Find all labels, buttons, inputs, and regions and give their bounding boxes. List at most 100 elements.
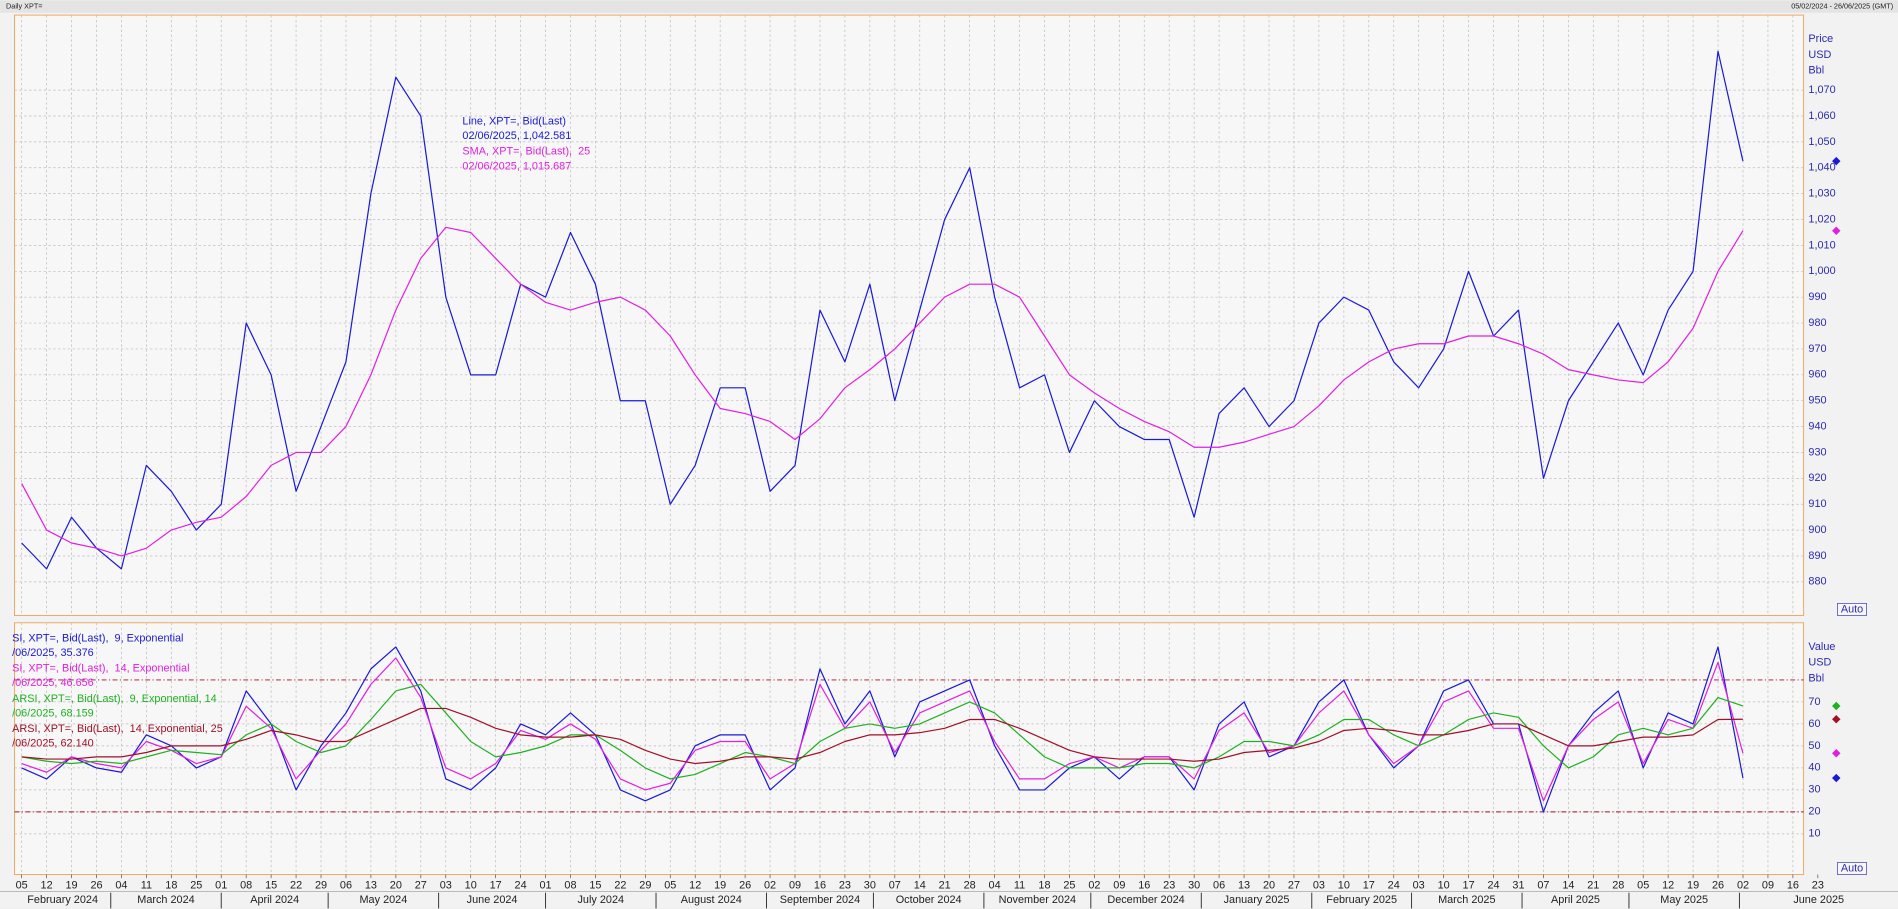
month-label: May 2024 <box>360 894 408 906</box>
month-label: March 2024 <box>137 894 194 906</box>
x-tick-label: 23 <box>839 879 851 891</box>
x-tick-label: 08 <box>564 879 576 891</box>
x-tick-label: 30 <box>864 879 876 891</box>
y-axis-label: Bbl <box>1808 672 1824 684</box>
y-tick-label: 1,070 <box>1808 84 1835 96</box>
x-tick-label: 05 <box>1637 879 1649 891</box>
last-value-marker <box>1832 701 1841 711</box>
x-tick-label: 29 <box>639 879 651 891</box>
y-tick-label: 980 <box>1808 317 1826 329</box>
last-value-marker <box>1832 156 1841 166</box>
x-tick-label: 19 <box>714 879 726 891</box>
series-line <box>21 657 1744 802</box>
y-tick-label: 1,010 <box>1808 239 1835 251</box>
x-tick-label: 13 <box>365 879 377 891</box>
auto-button[interactable]: Auto <box>1837 862 1867 875</box>
header-left: Daily XPT= <box>6 2 42 11</box>
last-value-marker <box>1832 773 1841 783</box>
x-tick-label: 12 <box>1662 879 1674 891</box>
auto-button-label: Auto <box>1841 603 1863 615</box>
x-tick-label: 17 <box>1363 879 1375 891</box>
y-tick-label: 940 <box>1808 420 1826 432</box>
x-tick-label: 01 <box>215 879 227 891</box>
y-tick-label: 60 <box>1808 718 1820 730</box>
x-tick-label: 26 <box>739 879 751 891</box>
x-tick-label: 30 <box>1188 879 1200 891</box>
x-tick-label: 27 <box>1288 879 1300 891</box>
x-tick-label: 13 <box>1238 879 1250 891</box>
title-bar <box>0 0 1898 13</box>
last-value-marker <box>1832 714 1841 724</box>
y-tick-label: 950 <box>1808 395 1826 407</box>
x-tick-label: 26 <box>1712 879 1724 891</box>
month-label: January 2025 <box>1224 894 1290 906</box>
auto-button-label: Auto <box>1841 862 1863 874</box>
y-tick-label: 1,020 <box>1808 213 1835 225</box>
auto-button[interactable]: Auto <box>1837 603 1867 616</box>
series-line <box>21 646 1744 813</box>
x-tick-label: 02 <box>1088 879 1100 891</box>
x-tick-label: 10 <box>465 879 477 891</box>
x-tick-label: 19 <box>1687 879 1699 891</box>
x-tick-label: 16 <box>814 879 826 891</box>
x-tick-label: 25 <box>190 879 202 891</box>
y-tick-label: 1,050 <box>1808 136 1835 148</box>
y-axis-label: USD <box>1808 657 1831 669</box>
month-label: December 2024 <box>1107 894 1184 906</box>
y-tick-label: 960 <box>1808 369 1826 381</box>
x-tick-label: 07 <box>1537 879 1549 891</box>
x-tick-label: 28 <box>1612 879 1624 891</box>
series-label: SI, XPT=, Bid(Last), 9, Exponential <box>12 632 183 644</box>
series-annotation: /06/2025, 68.159 <box>12 707 94 719</box>
x-tick-label: 23 <box>1163 879 1175 891</box>
x-tick-label: 11 <box>1014 879 1025 891</box>
x-tick-label: 22 <box>614 879 626 891</box>
month-label: May 2025 <box>1660 894 1708 906</box>
y-tick-label: 70 <box>1808 696 1820 708</box>
x-tick-label: 21 <box>1587 879 1599 891</box>
header-right: 05/02/2024 - 26/06/2025 (GMT) <box>1791 2 1893 11</box>
auto-button-box <box>1837 862 1867 875</box>
y-tick-label: 30 <box>1808 784 1820 796</box>
month-label: March 2025 <box>1438 894 1495 906</box>
series-annotation: 02/06/2025, 1,015.687 <box>462 160 571 172</box>
month-label: September 2024 <box>780 894 860 906</box>
x-tick-label: 04 <box>115 879 127 891</box>
x-tick-label: 24 <box>1388 879 1400 891</box>
x-tick-label: 24 <box>1487 879 1499 891</box>
x-tick-label: 17 <box>1463 879 1475 891</box>
month-label: November 2024 <box>999 894 1076 906</box>
y-tick-label: 20 <box>1808 806 1820 818</box>
y-tick-label: 10 <box>1808 828 1820 840</box>
series-annotation: /06/2025, 46.656 <box>12 677 94 689</box>
x-tick-label: 20 <box>1263 879 1275 891</box>
x-tick-label: 22 <box>290 879 302 891</box>
y-tick-label: 50 <box>1808 740 1820 752</box>
x-tick-label: 29 <box>315 879 327 891</box>
x-tick-label: 08 <box>240 879 252 891</box>
y-tick-label: 1,030 <box>1808 188 1835 200</box>
x-tick-label: 01 <box>539 879 551 891</box>
series-label: SI, XPT=, Bid(Last), 14, Exponential <box>12 663 189 675</box>
x-tick-label: 20 <box>390 879 402 891</box>
series-line <box>21 226 1744 557</box>
x-tick-label: 21 <box>939 879 951 891</box>
x-tick-label: 10 <box>1438 879 1450 891</box>
x-tick-label: 09 <box>1113 879 1125 891</box>
series-annotation: /06/2025, 62.140 <box>12 738 94 750</box>
x-tick-label: 14 <box>1562 879 1574 891</box>
x-tick-label: 19 <box>65 879 77 891</box>
y-tick-label: 1,040 <box>1808 162 1835 174</box>
y-axis-label: Price <box>1808 33 1833 45</box>
month-label: April 2025 <box>1551 894 1600 906</box>
y-axis-label: Value <box>1808 641 1835 653</box>
x-tick-label: 26 <box>90 879 102 891</box>
y-tick-label: 930 <box>1808 446 1826 458</box>
y-tick-label: 990 <box>1808 291 1826 303</box>
series-annotation: /06/2025, 35.376 <box>12 647 94 659</box>
month-label: August 2024 <box>681 894 742 906</box>
x-tick-label: 05 <box>664 879 676 891</box>
y-tick-label: 910 <box>1808 498 1826 510</box>
